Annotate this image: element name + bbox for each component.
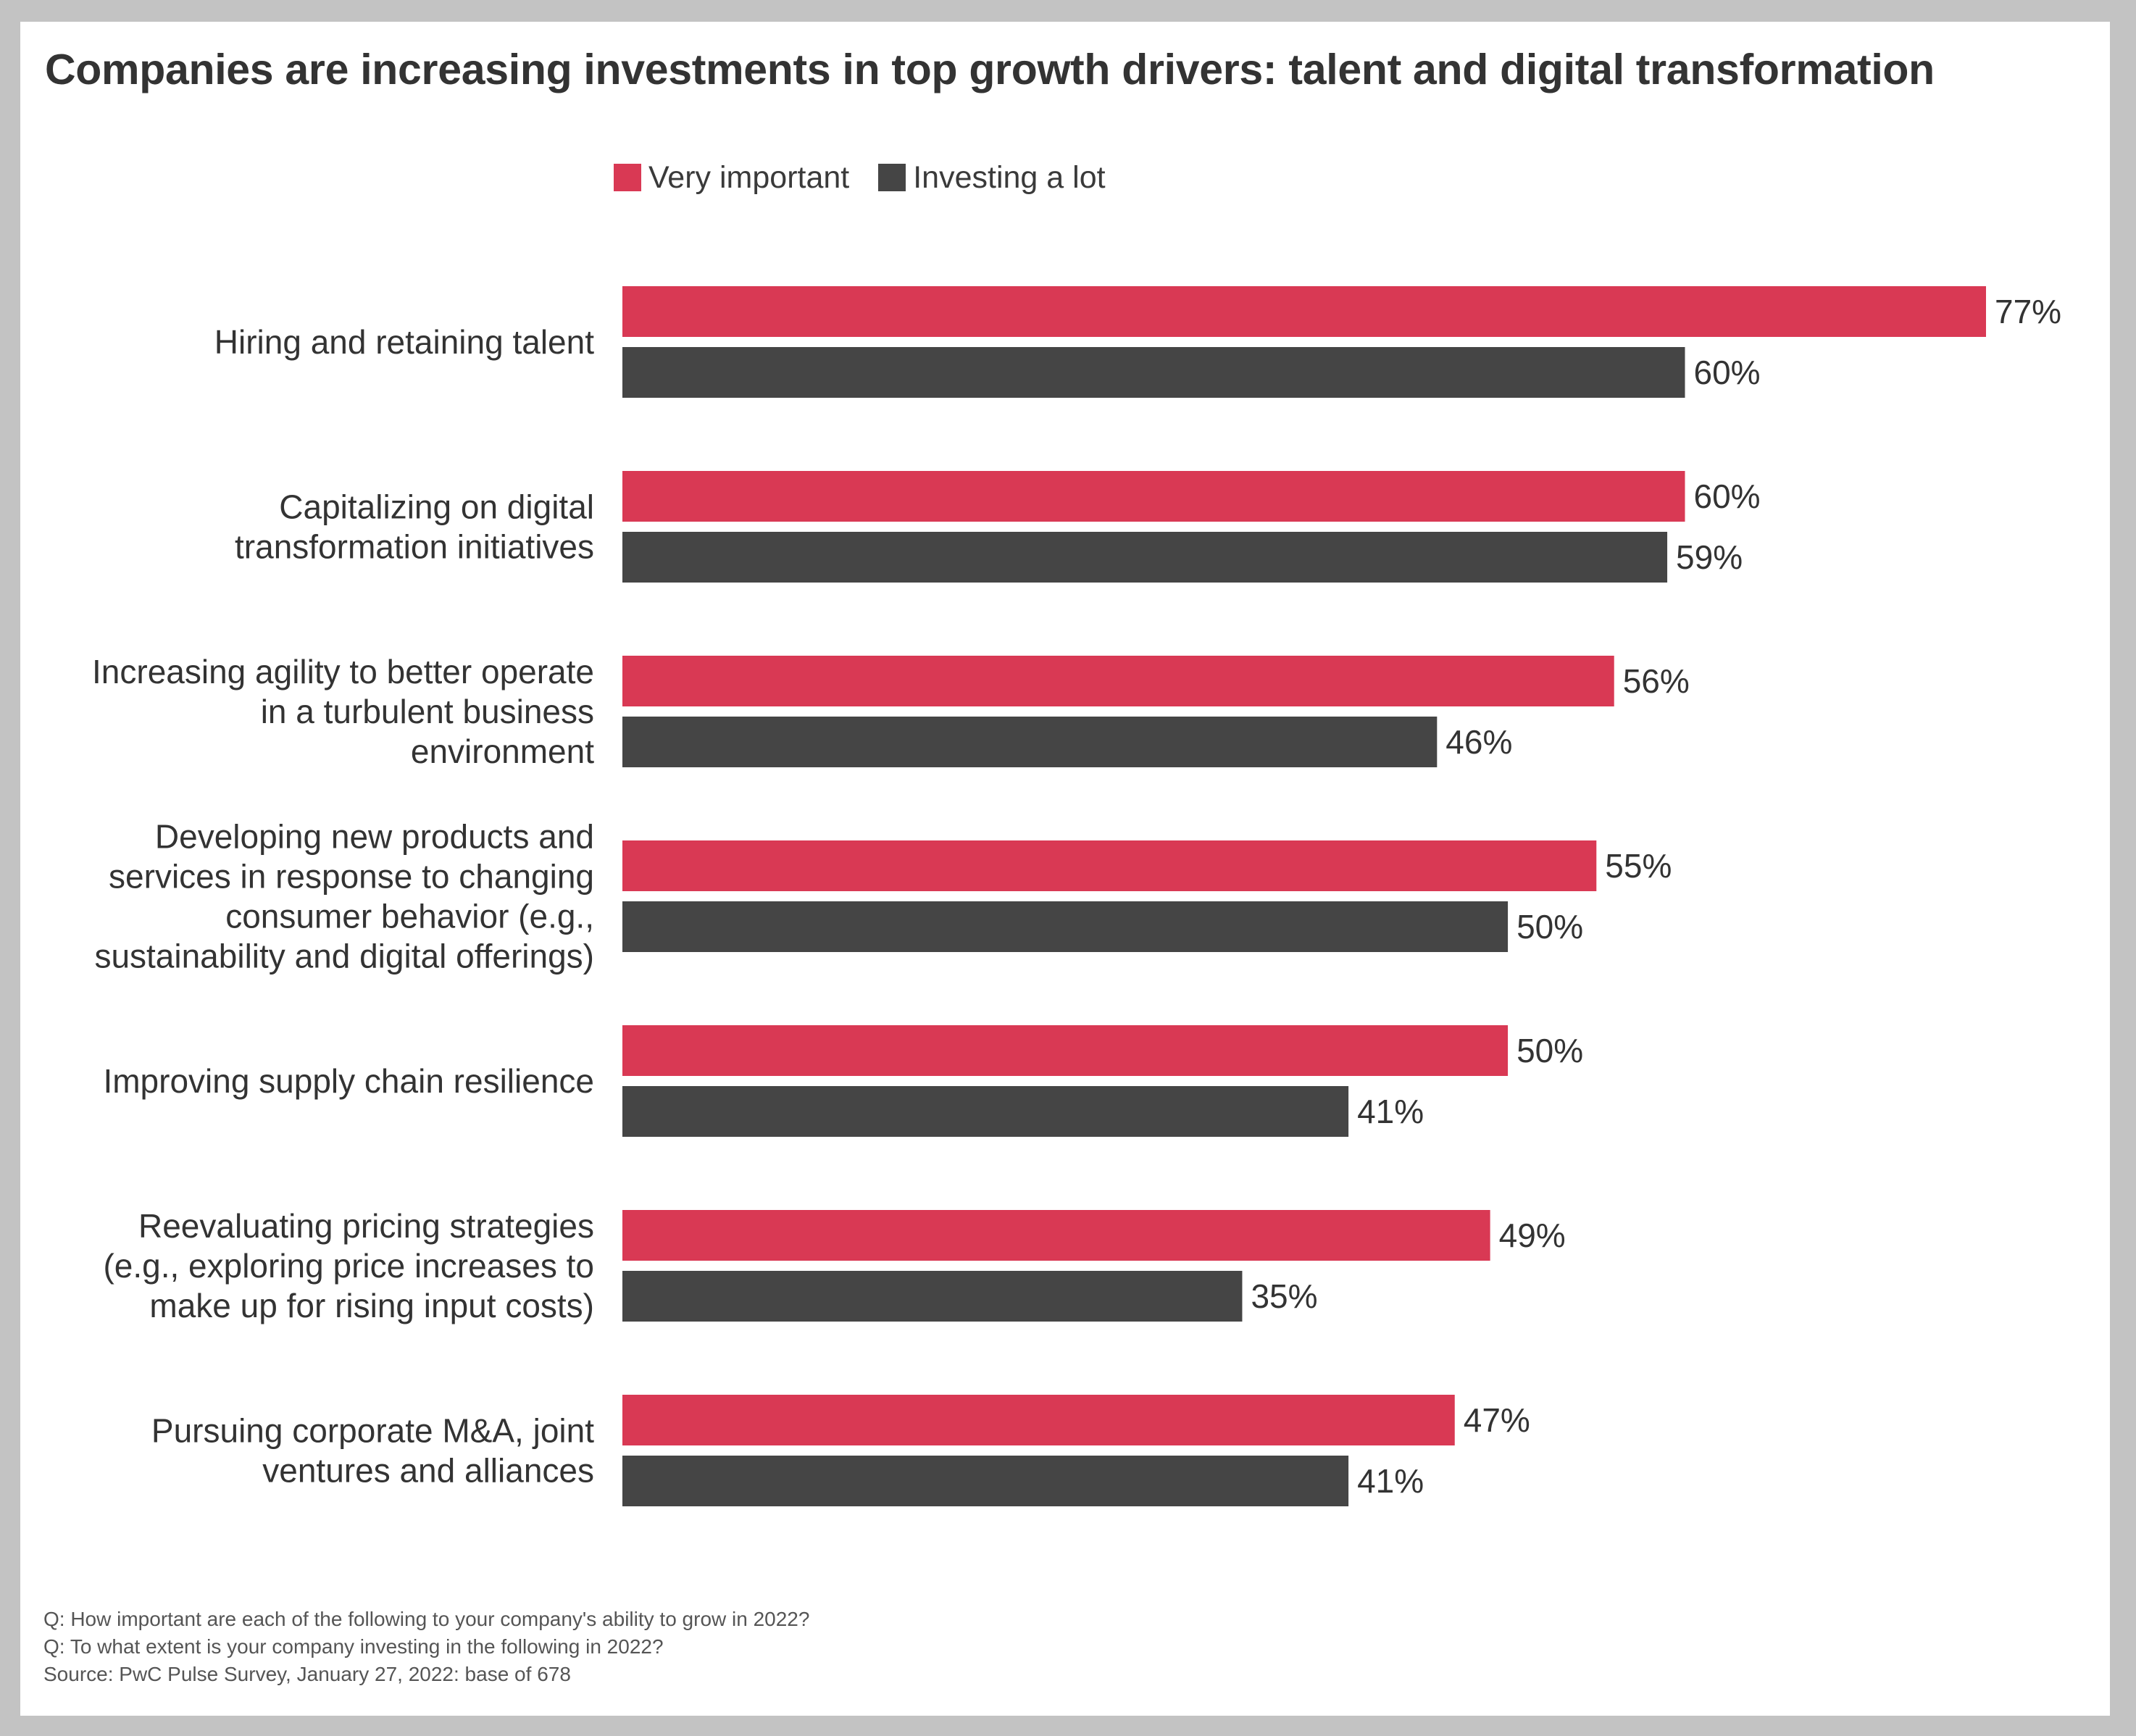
bar-investing-a-lot <box>622 901 1509 952</box>
category-label: Capitalizing on digital transformation in… <box>235 488 594 566</box>
category-label-line: Increasing agility to better operate <box>92 653 594 690</box>
category-label-line: Improving supply chain resilience <box>103 1062 594 1100</box>
bar-very-important <box>622 840 1597 891</box>
data-label-very-important: 49% <box>1499 1217 1566 1254</box>
data-label-very-important: 77% <box>1995 293 2061 330</box>
data-label-very-important: 55% <box>1605 847 1672 885</box>
data-label-investing-a-lot: 59% <box>1676 538 1743 576</box>
category-label-line: Hiring and retaining talent <box>214 323 594 361</box>
category-label-line: transformation initiatives <box>235 528 594 566</box>
category-label-line: Reevaluating pricing strategies <box>138 1207 594 1245</box>
category-label-line: (e.g., exploring price increases to <box>103 1247 594 1285</box>
legend-entry-very-important: Very important <box>614 160 849 196</box>
bar-very-important <box>622 286 1986 337</box>
data-label-investing-a-lot: 60% <box>1693 354 1760 391</box>
legend-swatch-investing-a-lot <box>878 164 906 191</box>
bar-very-important <box>622 1395 1455 1445</box>
bar-investing-a-lot <box>622 347 1685 398</box>
data-label-investing-a-lot: 50% <box>1517 908 1583 946</box>
chart-title: Companies are increasing investments in … <box>45 46 1935 93</box>
category-label-line: Pursuing corporate M&A, joint <box>151 1412 594 1450</box>
bar-investing-a-lot <box>622 1271 1243 1322</box>
data-label-very-important: 50% <box>1517 1032 1583 1069</box>
data-label-very-important: 56% <box>1623 662 1690 700</box>
data-label-investing-a-lot: 46% <box>1445 723 1512 761</box>
category-label: Pursuing corporate M&A, joint ventures an… <box>151 1412 594 1490</box>
bar-investing-a-lot <box>622 717 1438 767</box>
bar-investing-a-lot <box>622 1456 1349 1506</box>
legend-entry-investing-a-lot: Investing a lot <box>878 159 1106 196</box>
legend: Very important Investing a lot <box>614 159 1135 196</box>
category-label: Reevaluating pricing strategies (e.g., ex… <box>103 1207 594 1324</box>
data-label-investing-a-lot: 41% <box>1357 1093 1424 1130</box>
data-label-very-important: 60% <box>1693 477 1760 515</box>
footnote-question-2: Q: To what extent is your company invest… <box>43 1635 664 1658</box>
category-label-line: in a turbulent business <box>261 693 594 730</box>
legend-label-investing-a-lot: Investing a lot <box>913 159 1106 195</box>
category-label-line: consumer behavior (e.g., <box>225 898 594 935</box>
footnote-question-1: Q: How important are each of the followi… <box>43 1608 810 1630</box>
category-label-line: sustainability and digital offerings) <box>94 938 594 975</box>
legend-label-very-important: Very important <box>648 159 850 195</box>
category-label-line: make up for rising input costs) <box>149 1287 594 1324</box>
bar-very-important <box>622 471 1685 522</box>
data-label-investing-a-lot: 41% <box>1357 1462 1424 1500</box>
footnote-source: Source: PwC Pulse Survey, January 27, 20… <box>43 1663 571 1685</box>
category-label-line: Capitalizing on digital <box>279 488 594 526</box>
category-label-line: services in response to changing <box>109 858 594 896</box>
category-label: Developing new products and services in r… <box>94 818 594 975</box>
bar-very-important <box>622 656 1614 706</box>
bar-very-important <box>622 1210 1490 1261</box>
category-label: Hiring and retaining talent <box>214 323 594 361</box>
category-label-line: Developing new products and <box>155 818 594 856</box>
data-label-very-important: 47% <box>1464 1401 1530 1439</box>
bar-investing-a-lot <box>622 1086 1349 1137</box>
bar-investing-a-lot <box>622 532 1668 583</box>
category-label: Improving supply chain resilience <box>103 1062 594 1100</box>
category-label-line: ventures and alliances <box>262 1452 594 1490</box>
footnotes: Q: How important are each of the followi… <box>43 1606 809 1688</box>
bar-very-important <box>622 1025 1509 1076</box>
data-label-investing-a-lot: 35% <box>1251 1277 1317 1315</box>
category-label: Increasing agility to better operate in a… <box>92 653 594 770</box>
legend-swatch-very-important <box>614 164 641 191</box>
category-label-line: environment <box>411 733 594 770</box>
